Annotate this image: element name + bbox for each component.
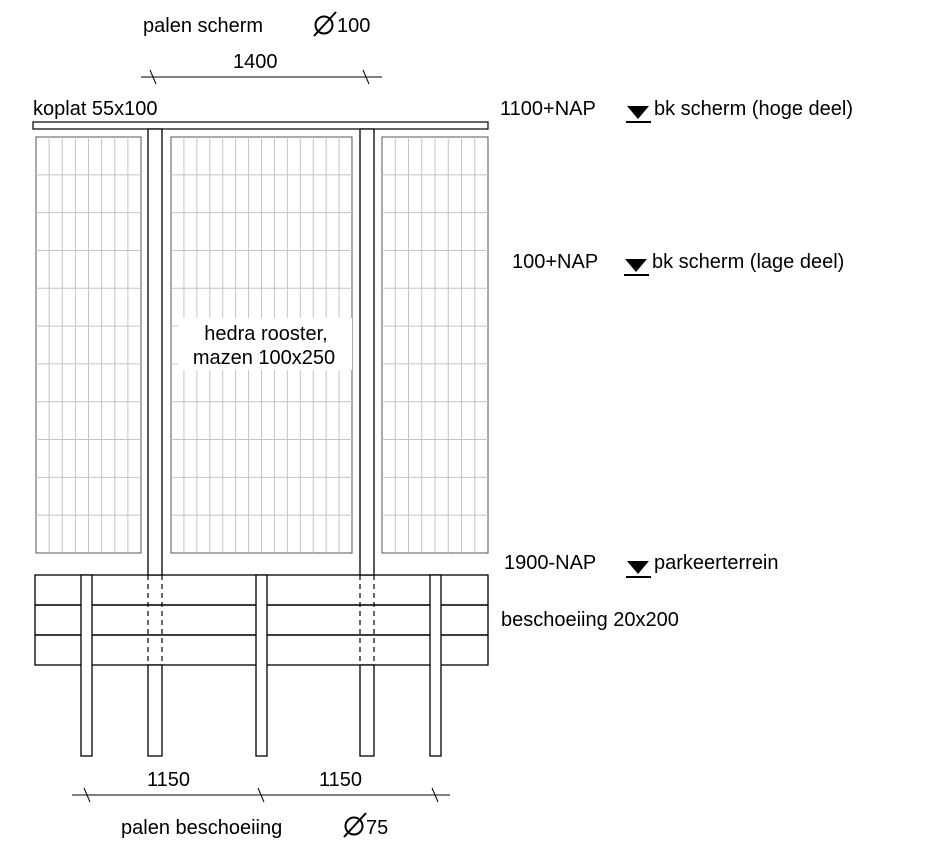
- grid-label-line1: hedra rooster,: [204, 323, 327, 345]
- screen-post-left: [147, 128, 163, 757]
- posts-sheeting-size: 75: [366, 817, 388, 839]
- spacing-top-label: 1400: [233, 51, 278, 73]
- diameter-symbol-bottom: [343, 812, 367, 838]
- posts-sheeting-label: palen beschoeiing: [121, 817, 282, 839]
- sheeting-label: beschoeiing 20x200: [501, 609, 679, 631]
- grid-label-line2: mazen 100x250: [193, 347, 335, 369]
- spacing-bottom-1: 1150: [147, 769, 190, 791]
- level-triangle-icon: [624, 259, 649, 276]
- dimension-line-top: [141, 69, 382, 85]
- spacing-bottom-2: 1150: [319, 769, 362, 791]
- level-low-text: bk scherm (lage deel): [652, 251, 844, 273]
- level-ground-value: 1900-NAP: [504, 552, 596, 574]
- posts-screen-size: 100: [337, 15, 370, 37]
- level-triangle-icon: [626, 106, 651, 123]
- coping-label: koplat 55x100: [33, 98, 158, 120]
- sheeting-post-1: [80, 574, 93, 757]
- screen-post-right: [359, 128, 375, 757]
- diameter-symbol-top: [313, 11, 337, 37]
- mesh-panel-right: [381, 136, 489, 554]
- sheeting-post-2: [255, 574, 268, 757]
- dimension-line-bottom: [72, 787, 450, 803]
- grid-label-backdrop: [178, 318, 352, 370]
- level-triangle-icon: [626, 561, 651, 578]
- level-ground-text: parkeerterrein: [654, 552, 779, 574]
- level-low-value: 100+NAP: [512, 251, 598, 273]
- posts-screen-label: palen scherm: [143, 15, 263, 37]
- level-high-text: bk scherm (hoge deel): [654, 98, 853, 120]
- level-high-value: 1100+NAP: [500, 98, 596, 120]
- coping-beam: [32, 121, 489, 130]
- sheeting-post-3: [429, 574, 442, 757]
- mesh-panel-left: [35, 136, 142, 554]
